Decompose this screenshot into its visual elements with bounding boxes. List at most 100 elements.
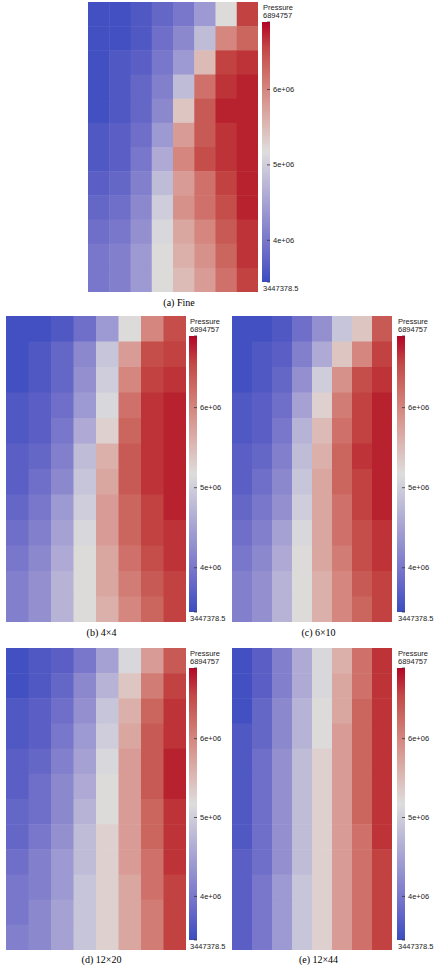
colorbar-tick [194,668,197,669]
heatmap-cell [152,99,174,124]
heatmap-cell [109,2,131,27]
heatmap-cell [74,342,97,368]
colorbar-tick [194,567,197,568]
heatmap-cell [332,418,353,444]
heatmap-cell [372,393,392,419]
colorbar-tick-label: 3447378.5 [398,942,433,951]
heatmap-cell [372,849,392,875]
heatmap-cell [194,2,216,27]
heatmap-cell [96,799,119,825]
heatmap-cell [352,316,373,342]
heatmap-cell [119,367,142,393]
heatmap-cell [332,673,353,699]
heatmap-cell [312,495,333,521]
heatmap-cell [232,418,253,444]
heatmap-cell [332,799,353,825]
heatmap-cell [152,2,174,27]
heatmap-cell [312,367,333,393]
heatmap-cell [74,393,97,419]
heatmap-cell [164,749,187,775]
heatmap-cell [352,469,373,495]
heatmap-cell [74,597,97,623]
heatmap-cell [6,520,29,546]
heatmap-cell [164,571,187,597]
heatmap-cell [332,875,353,901]
heatmap-cell [292,925,313,950]
heatmap-cell [272,342,293,368]
heatmap-cell [292,648,313,674]
heatmap-cell [352,418,373,444]
heatmap-cell [6,367,29,393]
heatmap-cell [109,50,131,75]
heatmap-cell [74,673,97,699]
panel-caption: (b) 4×4 [87,627,117,639]
heatmap-cell [332,900,353,926]
heatmap-cell [312,418,333,444]
heatmap-cell [51,316,74,342]
colorbar-tick [267,89,270,90]
colorbar-tick [402,817,405,818]
heatmap-cell [372,673,392,699]
heatmap-cell [164,724,187,750]
heatmap-cell [194,75,216,100]
colorbar-tick [194,896,197,897]
heatmap-cell [131,195,153,220]
heatmap-cell [252,749,273,775]
heatmap-cell [252,597,273,623]
heatmap-cell [141,824,164,850]
colorbar-tick [194,612,197,613]
heatmap-cell [372,571,392,597]
heatmap-cell [252,925,273,950]
colorbar-tick-label: 6e+06 [200,734,221,743]
colorbar-tick-label: 6e+06 [408,403,429,412]
colorbar-tick [194,487,197,488]
heatmap-cell [164,597,187,623]
colorbar-tick-label: 6894757 [190,657,219,666]
heatmap-cell [51,648,74,674]
heatmap-cell [252,875,273,901]
heatmap-cell [216,244,238,269]
heatmap-cell [141,749,164,775]
heatmap-cell [96,774,119,800]
heatmap-cell [352,900,373,926]
heatmap-cell [29,597,52,623]
heatmap-cell [173,50,195,75]
colorbar-tick-label: 5e+06 [408,483,429,492]
heatmap-cell [6,342,29,368]
heatmap-cell [74,316,97,342]
heatmap-cell [88,220,110,245]
heatmap-cell [372,316,392,342]
heatmap-cell [312,597,333,623]
heatmap-cell [272,495,293,521]
heatmap-cell [272,546,293,572]
heatmap-cell [51,799,74,825]
heatmap-cell [88,244,110,269]
heatmap-cell [173,195,195,220]
heatmap-cell [352,673,373,699]
heatmap-cell [312,444,333,470]
heatmap-cell [232,774,253,800]
heatmap-cell [96,469,119,495]
heatmap-cell [372,495,392,521]
heatmap-cell [252,824,273,850]
heatmap-cell [141,571,164,597]
panel: Pressure3447378.54e+065e+066e+066894757(… [232,316,433,639]
figure: Pressure3447378.54e+065e+066e+066894757(… [0,0,447,969]
heatmap-cell [252,648,273,674]
heatmap-cell [164,393,187,419]
colorbar-tick [402,407,405,408]
heatmap-cell [332,495,353,521]
heatmap-cell [194,99,216,124]
heatmap-cell [119,393,142,419]
heatmap-cell [332,925,353,950]
heatmap-cell [51,849,74,875]
heatmap-cell [109,171,131,196]
panel-caption: (d) 12×20 [82,954,122,966]
heatmap-cell [131,220,153,245]
heatmap-cell [131,50,153,75]
heatmap-cell [141,673,164,699]
colorbar [189,336,197,612]
heatmap-cell [164,925,187,950]
heatmap-cell [164,648,187,674]
heatmap-cell [6,495,29,521]
